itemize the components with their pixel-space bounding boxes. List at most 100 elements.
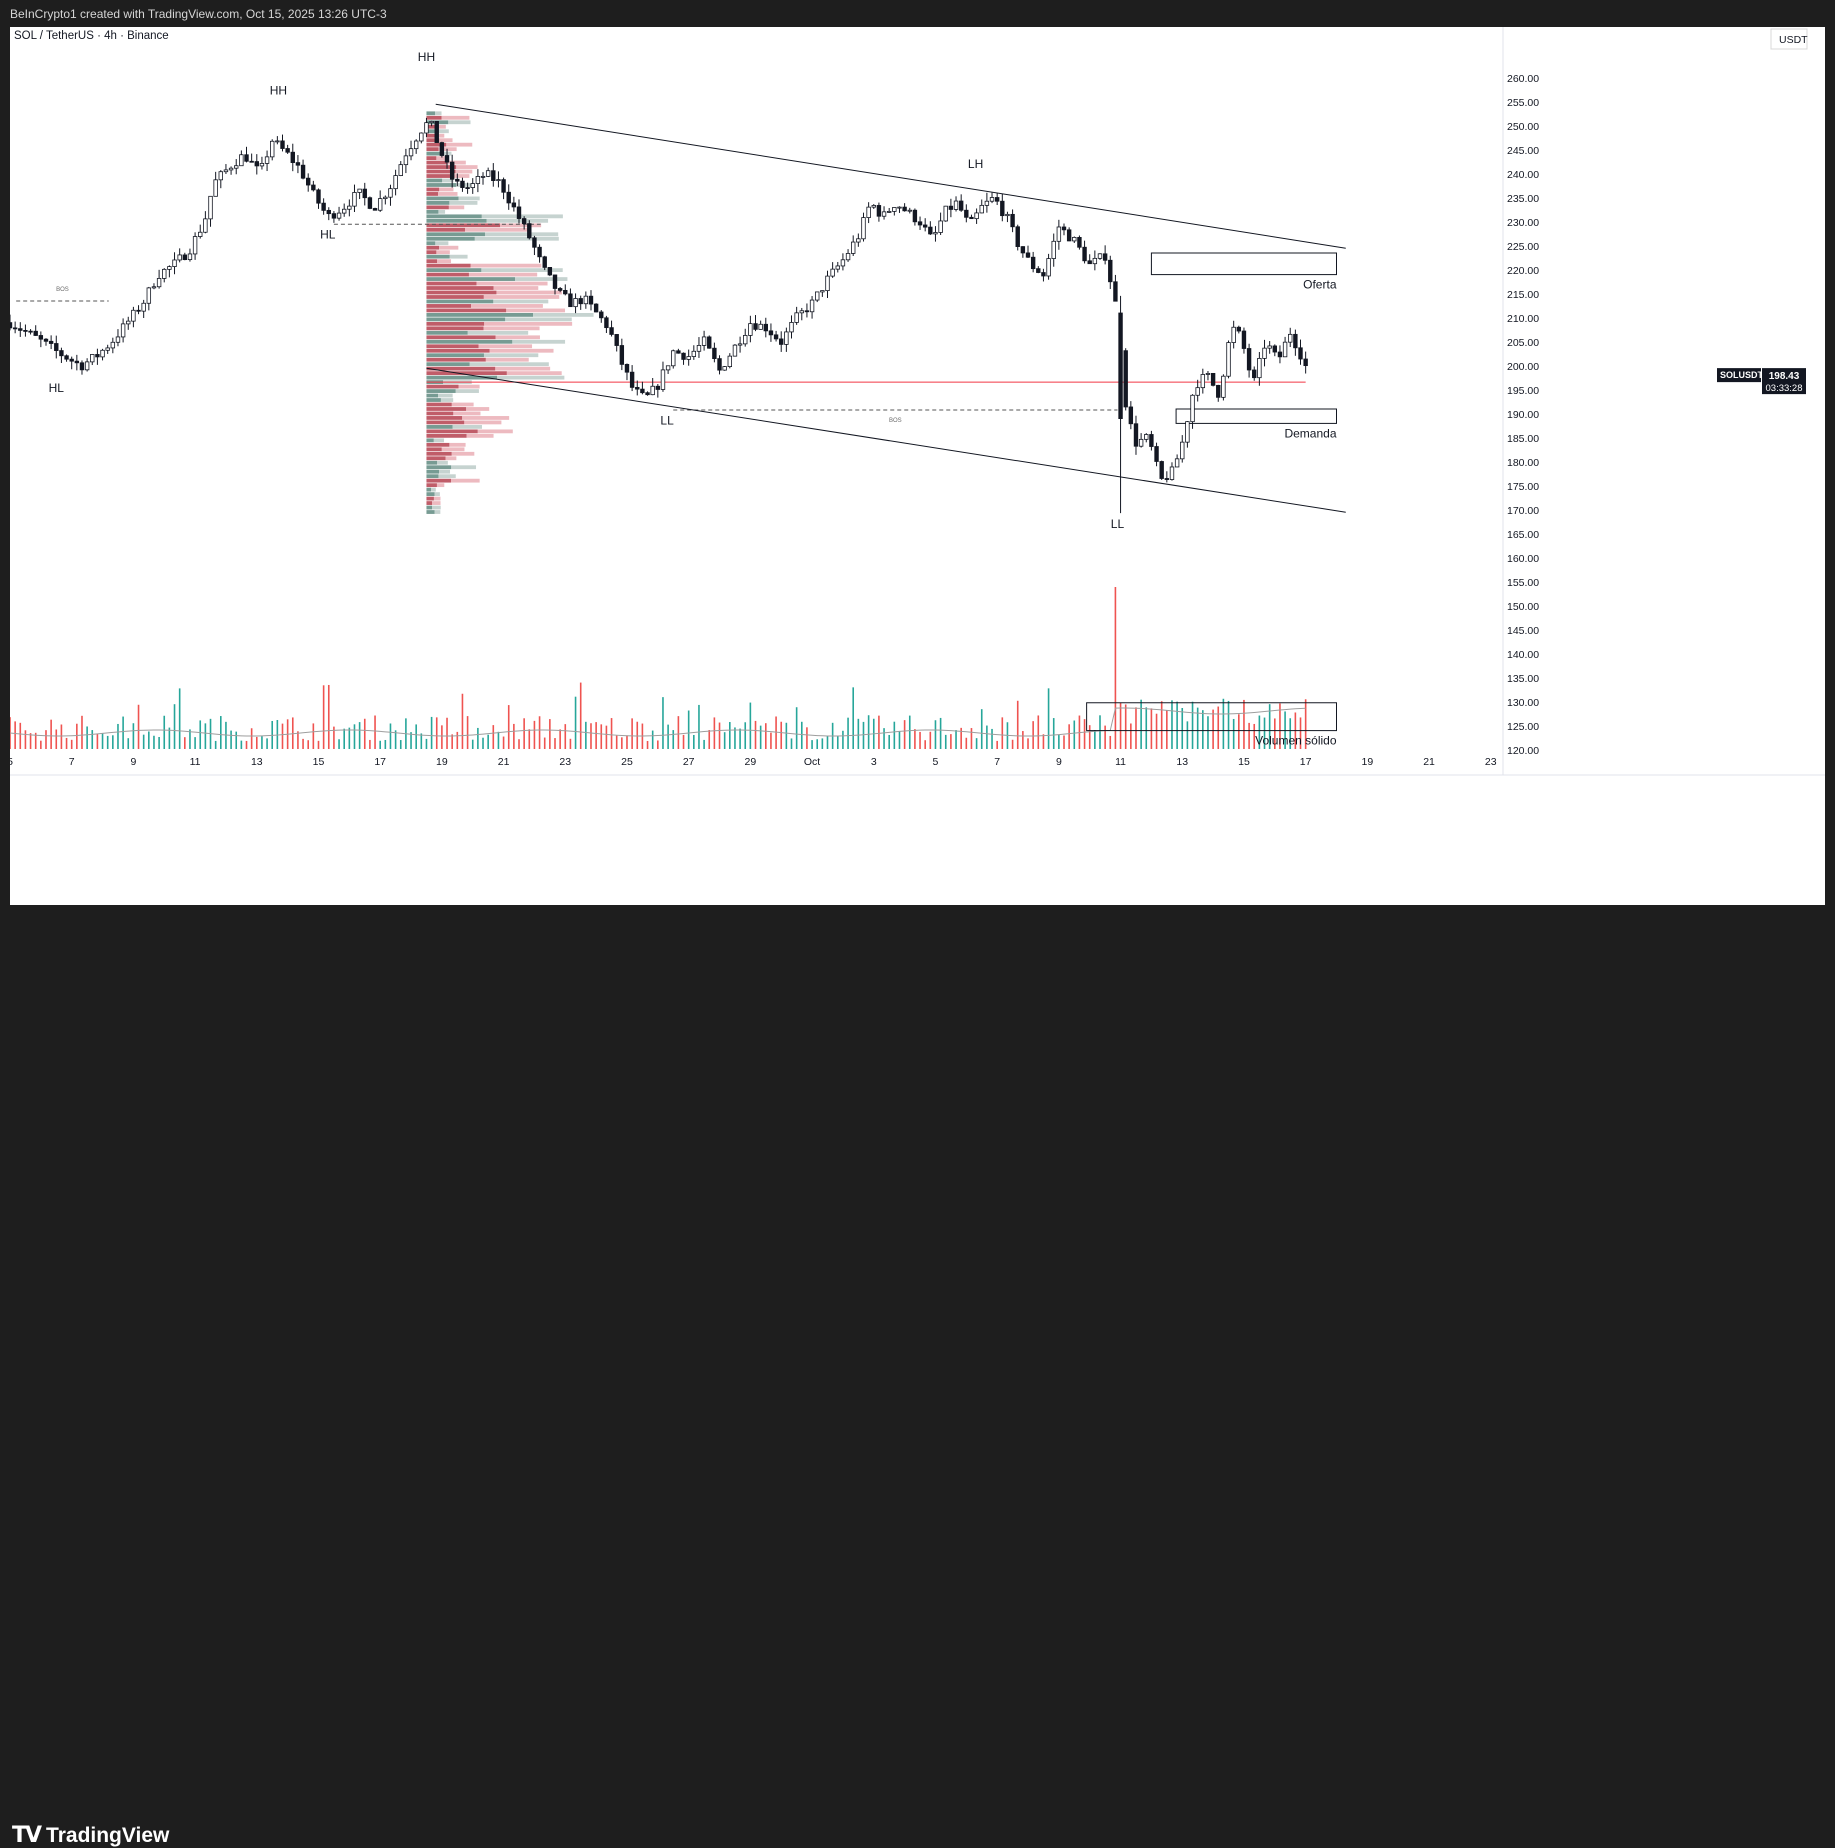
volume-bar-down xyxy=(461,693,464,749)
volume-bar-up xyxy=(1202,710,1204,749)
profile-sell-bar xyxy=(483,326,540,331)
volume-bar-up xyxy=(384,739,387,749)
profile-buy-bar xyxy=(426,124,436,129)
volume-bar-up xyxy=(117,723,119,749)
currency-box[interactable]: USDT xyxy=(1770,28,1808,50)
candle-down xyxy=(74,360,80,364)
volume-bar-down xyxy=(1042,734,1045,749)
volume-bar-up xyxy=(729,722,731,749)
currency-label: USDT xyxy=(1779,34,1808,46)
candle-up xyxy=(115,336,121,343)
structure-label: HH xyxy=(270,84,287,98)
profile-buy-bar xyxy=(426,438,434,443)
trendlines xyxy=(426,103,1346,513)
candle-down xyxy=(912,209,918,223)
volume-bar-down xyxy=(626,735,628,749)
candle-up xyxy=(239,154,244,167)
profile-sell-bar xyxy=(436,483,445,488)
volume-bars xyxy=(10,587,1307,749)
volume-bar-up xyxy=(487,734,489,749)
profile-sell-bar xyxy=(437,133,445,138)
volume-bar-down xyxy=(764,723,767,749)
profile-sell-bar xyxy=(466,407,490,411)
price-tick-label: 155.00 xyxy=(1507,577,1539,589)
candle-down xyxy=(1077,237,1082,248)
candle-up xyxy=(671,350,676,367)
chart-panel[interactable]: BOS BOS Oferta Demanda Volumen sólido HH HH H… xyxy=(10,27,1825,905)
candle-down xyxy=(994,197,1000,202)
volume-bar-down xyxy=(1032,721,1034,749)
zone-box xyxy=(1086,702,1338,732)
volume-bar-up xyxy=(1263,717,1266,749)
profile-buy-bar xyxy=(426,321,485,326)
volume-bar-down xyxy=(14,721,16,749)
candle-down xyxy=(18,328,23,331)
volume-bar-down xyxy=(245,740,248,749)
profile-sell-bar xyxy=(435,241,449,246)
candle-up xyxy=(938,220,943,233)
candle-down xyxy=(532,237,537,248)
volume-bar-down xyxy=(554,738,556,749)
candle-down xyxy=(460,180,465,188)
price-axis[interactable]: 120.00 125.00 130.00 135.00 140.00 145.00 150.… xyxy=(1502,27,1539,775)
profile-sell-bar xyxy=(438,474,456,479)
candle-down xyxy=(1252,369,1257,379)
volume-bar-down xyxy=(1135,707,1137,749)
candle-down xyxy=(331,213,337,219)
profile-buy-bar xyxy=(426,447,442,452)
volume-bar-up xyxy=(693,734,695,749)
volume-bar-up xyxy=(662,697,664,749)
profile-sell-bar xyxy=(431,487,436,492)
profile-sell-bar xyxy=(496,290,562,295)
candle-down xyxy=(676,350,681,354)
volume-bar-up xyxy=(795,707,798,749)
footer-bar: ⁠𝗧𝗩 TradingView xyxy=(0,905,1835,1848)
volume-bar-up xyxy=(651,730,654,749)
time-axis[interactable]: 5 7 9 11 13 15 17 19 21 23 25 27 29 Oct 3 5 7 9 11 13 15 17 19… xyxy=(10,756,1825,776)
candle-up xyxy=(1231,326,1236,343)
candle-down xyxy=(1061,226,1067,231)
price-tick-label: 225.00 xyxy=(1507,241,1539,253)
candle-down xyxy=(768,330,774,336)
time-tick-label: 5 xyxy=(933,756,939,768)
profile-sell-bar xyxy=(447,160,466,165)
candle-up xyxy=(1205,372,1211,375)
volume-bar-down xyxy=(1304,699,1307,749)
profile-buy-bar xyxy=(426,205,449,210)
volume-bar-down xyxy=(317,740,320,749)
candle-down xyxy=(624,363,630,373)
candle-down xyxy=(316,189,321,204)
profile-buy-bar xyxy=(426,187,440,192)
profile-sell-bar xyxy=(439,245,459,250)
volume-bar-down xyxy=(919,731,921,749)
structure-label: LL xyxy=(660,413,674,427)
candle-up xyxy=(172,259,177,267)
candle-up xyxy=(105,347,110,351)
profile-sell-bar xyxy=(437,259,452,264)
volume-bar-up xyxy=(893,721,896,749)
zones: Oferta Demanda Volumen sólido xyxy=(1086,252,1338,748)
candle-up xyxy=(743,335,748,345)
volume-bar-up xyxy=(821,738,824,749)
profile-buy-bar xyxy=(426,227,466,232)
profile-sell-bar xyxy=(432,505,441,510)
volume-bar-up xyxy=(1207,716,1209,749)
volume-bar-up xyxy=(153,735,155,749)
volume-bar-down xyxy=(312,723,315,749)
candle-up xyxy=(162,268,167,279)
profile-buy-bar xyxy=(426,160,448,165)
candle-down xyxy=(1277,351,1283,358)
profile-sell-bar xyxy=(439,469,451,474)
volume-bar-down xyxy=(533,720,536,749)
volume-bar-up xyxy=(338,739,340,749)
profile-sell-bar xyxy=(485,357,529,362)
candle-up xyxy=(737,343,743,346)
tradingview-logo[interactable]: ⁠𝗧𝗩 TradingView xyxy=(12,1823,169,1848)
candle-up xyxy=(120,323,126,338)
time-tick-label: 7 xyxy=(994,756,1000,768)
time-tick-label: 11 xyxy=(1115,756,1126,768)
profile-buy-bar xyxy=(426,330,468,335)
zone-label: Oferta xyxy=(1303,278,1337,292)
candle-down xyxy=(372,208,378,211)
